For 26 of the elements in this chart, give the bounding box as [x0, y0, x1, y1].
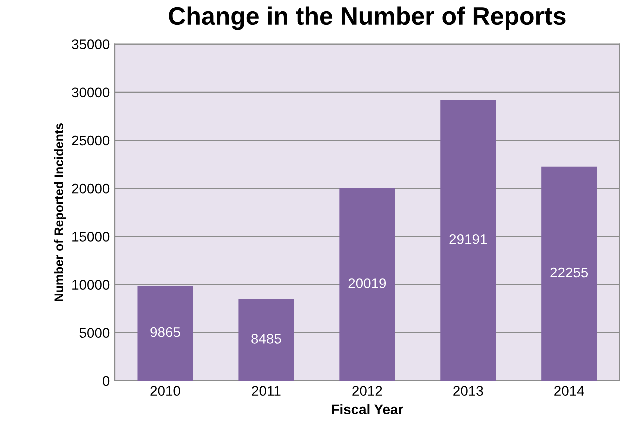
data-label: 20019 [348, 278, 386, 288]
data-label: 29191 [450, 234, 488, 244]
bar [138, 286, 194, 381]
bar [440, 100, 496, 381]
data-label: 8485 [252, 334, 282, 344]
x-tick-label: 2013 [454, 386, 484, 396]
x-tick-label: 2011 [252, 386, 281, 396]
x-tick-label: 2012 [352, 386, 382, 396]
x-tick-label: 2010 [150, 386, 180, 396]
y-tick-label: 35000 [72, 40, 110, 50]
y-tick-label: 10000 [72, 280, 110, 290]
data-label: 9865 [150, 327, 180, 338]
y-axis-title: Number of Reported Incidents [54, 124, 66, 302]
x-tick-label: 2014 [554, 386, 584, 396]
y-tick-label: 20000 [72, 184, 110, 194]
y-tick-label: 5000 [80, 328, 110, 338]
chart-title: Change in the Number of Reports [169, 6, 566, 30]
bar [238, 299, 294, 381]
x-axis-title: Fiscal Year [332, 404, 404, 415]
data-label: 22255 [550, 268, 588, 278]
y-tick-label: 30000 [72, 88, 110, 98]
bar [340, 188, 396, 381]
bar [542, 166, 598, 381]
y-tick-label: 25000 [72, 136, 110, 146]
y-tick-label: 15000 [72, 232, 110, 242]
y-tick-label: 0 [102, 376, 110, 386]
